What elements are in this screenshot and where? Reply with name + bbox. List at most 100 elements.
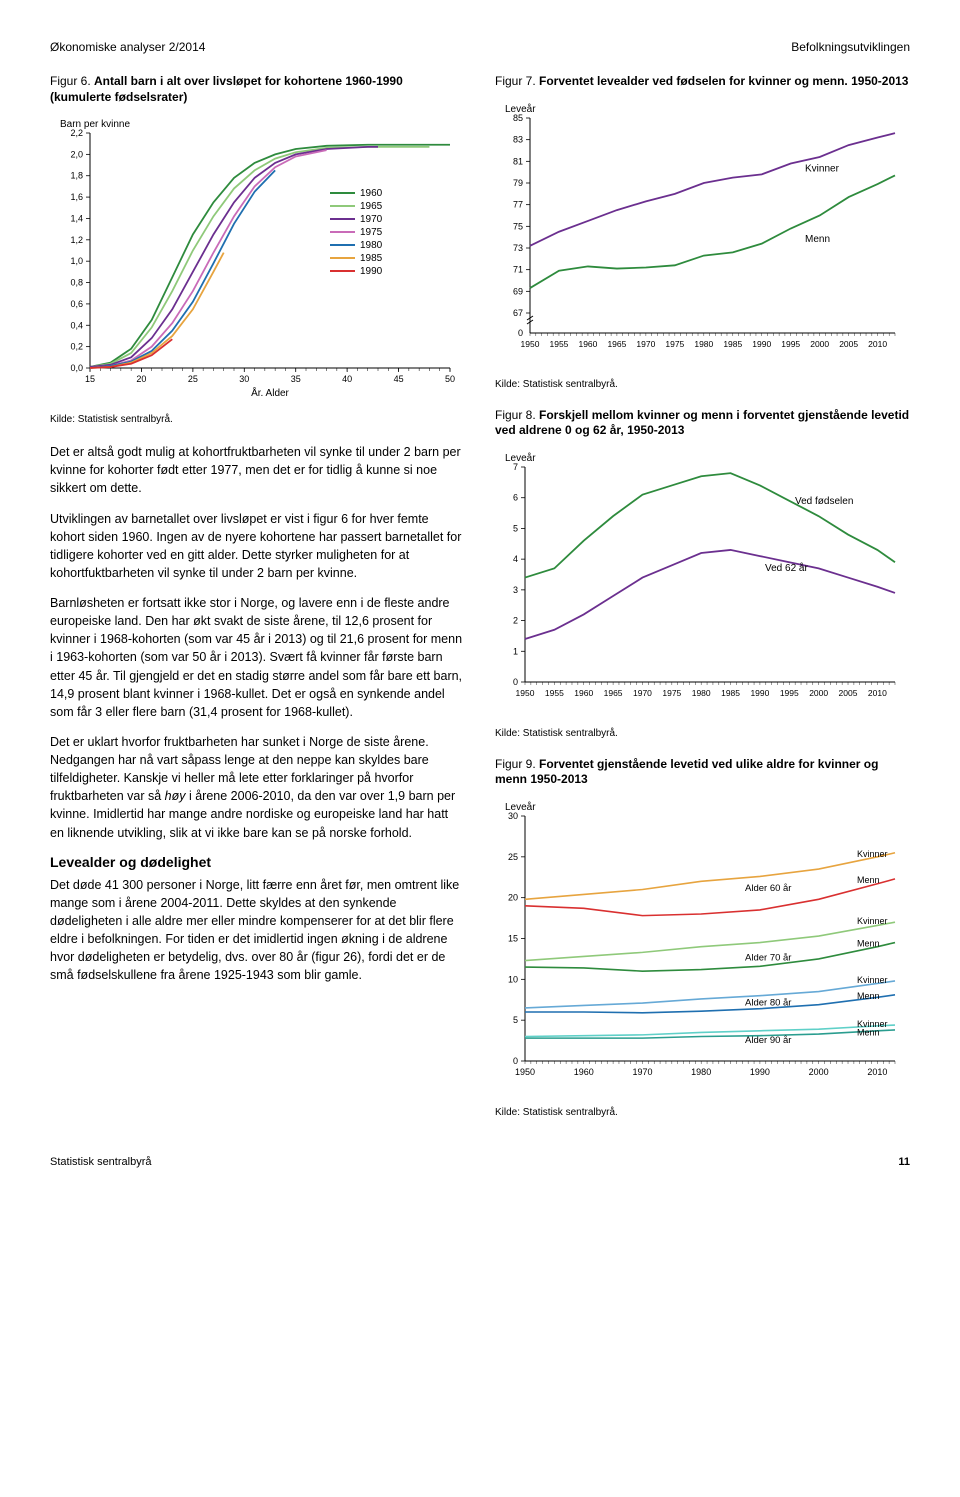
svg-text:Menn: Menn bbox=[857, 991, 880, 1001]
svg-text:79: 79 bbox=[513, 178, 523, 188]
svg-text:Ved 62 år: Ved 62 år bbox=[765, 562, 808, 574]
svg-text:1965: 1965 bbox=[607, 339, 626, 349]
svg-text:1985: 1985 bbox=[721, 688, 740, 698]
fig9-title: Figur 9. Forventet gjenstående levetid v… bbox=[495, 757, 910, 788]
svg-text:1960: 1960 bbox=[574, 688, 593, 698]
svg-text:1950: 1950 bbox=[515, 1067, 535, 1077]
svg-text:1960: 1960 bbox=[574, 1067, 594, 1077]
svg-text:0,6: 0,6 bbox=[70, 299, 83, 309]
header-right: Befolkningsutviklingen bbox=[791, 40, 910, 54]
svg-text:Kvinner: Kvinner bbox=[805, 163, 840, 174]
svg-text:20: 20 bbox=[136, 374, 146, 384]
svg-text:Barn per kvinne: Barn per kvinne bbox=[60, 119, 130, 130]
svg-text:1,4: 1,4 bbox=[70, 214, 83, 224]
svg-text:Alder 90 år: Alder 90 år bbox=[745, 1035, 791, 1046]
footer-left: Statistisk sentralbyrå bbox=[50, 1156, 151, 1168]
svg-text:1,6: 1,6 bbox=[70, 192, 83, 202]
svg-text:Alder 60 år: Alder 60 år bbox=[745, 883, 791, 894]
svg-text:3: 3 bbox=[513, 585, 518, 595]
svg-text:2,0: 2,0 bbox=[70, 150, 83, 160]
svg-text:2005: 2005 bbox=[839, 688, 858, 698]
svg-text:1995: 1995 bbox=[781, 339, 800, 349]
svg-text:1980: 1980 bbox=[692, 688, 711, 698]
svg-text:0: 0 bbox=[513, 677, 518, 687]
para4: Det er uklart hvorfor fruktbarheten har … bbox=[50, 733, 465, 842]
svg-text:1950: 1950 bbox=[521, 339, 540, 349]
svg-text:1950: 1950 bbox=[516, 688, 535, 698]
svg-text:2010: 2010 bbox=[867, 1067, 887, 1077]
fig6-title: Figur 6. Antall barn i alt over livsløpe… bbox=[50, 74, 465, 105]
svg-text:1,2: 1,2 bbox=[70, 235, 83, 245]
svg-text:Menn: Menn bbox=[857, 939, 880, 949]
svg-text:73: 73 bbox=[513, 243, 523, 253]
page-number: 11 bbox=[898, 1156, 910, 1168]
svg-text:25: 25 bbox=[508, 852, 518, 862]
svg-text:1975: 1975 bbox=[662, 688, 681, 698]
svg-text:5: 5 bbox=[513, 1015, 518, 1025]
svg-text:83: 83 bbox=[513, 134, 523, 144]
svg-text:10: 10 bbox=[508, 974, 518, 984]
svg-text:Alder 80 år: Alder 80 år bbox=[745, 997, 791, 1008]
fig7-chart: 0676971737577798183851950195519601965197… bbox=[495, 98, 910, 373]
svg-text:1980: 1980 bbox=[691, 1067, 711, 1077]
para2: Utviklingen av barnetallet over livsløpe… bbox=[50, 510, 465, 583]
para1: Det er altså godt mulig at kohortfruktba… bbox=[50, 443, 465, 497]
svg-text:1985: 1985 bbox=[360, 253, 383, 264]
svg-text:Leveår: Leveår bbox=[505, 452, 536, 464]
svg-text:1995: 1995 bbox=[780, 688, 799, 698]
svg-text:2: 2 bbox=[513, 615, 518, 625]
svg-text:1990: 1990 bbox=[752, 339, 771, 349]
svg-text:1980: 1980 bbox=[694, 339, 713, 349]
fig8-chart: 0123456719501955196019651970197519801985… bbox=[495, 447, 910, 722]
svg-text:1955: 1955 bbox=[550, 339, 569, 349]
fig6-source: Kilde: Statistisk sentralbyrå. bbox=[50, 414, 465, 425]
header-left: Økonomiske analyser 2/2014 bbox=[50, 40, 205, 54]
svg-text:35: 35 bbox=[291, 374, 301, 384]
svg-text:0,4: 0,4 bbox=[70, 320, 83, 330]
svg-text:1990: 1990 bbox=[360, 266, 383, 277]
svg-text:1965: 1965 bbox=[360, 201, 383, 212]
svg-text:1970: 1970 bbox=[636, 339, 655, 349]
svg-text:1980: 1980 bbox=[360, 240, 383, 251]
svg-text:40: 40 bbox=[342, 374, 352, 384]
svg-text:2010: 2010 bbox=[868, 339, 887, 349]
svg-text:1985: 1985 bbox=[723, 339, 742, 349]
svg-text:0,2: 0,2 bbox=[70, 342, 83, 352]
svg-text:1960: 1960 bbox=[360, 188, 383, 199]
svg-text:25: 25 bbox=[188, 374, 198, 384]
fig8-source: Kilde: Statistisk sentralbyrå. bbox=[495, 728, 910, 739]
svg-text:1960: 1960 bbox=[578, 339, 597, 349]
svg-text:67: 67 bbox=[513, 308, 523, 318]
svg-text:77: 77 bbox=[513, 199, 523, 209]
svg-text:0,0: 0,0 bbox=[70, 363, 83, 373]
svg-text:81: 81 bbox=[513, 156, 523, 166]
svg-text:År. Alder: År. Alder bbox=[251, 386, 289, 399]
svg-text:71: 71 bbox=[513, 264, 523, 274]
svg-text:Kvinner: Kvinner bbox=[857, 916, 888, 926]
svg-text:50: 50 bbox=[445, 374, 455, 384]
svg-text:2000: 2000 bbox=[809, 1067, 829, 1077]
svg-text:1,0: 1,0 bbox=[70, 256, 83, 266]
fig7-source: Kilde: Statistisk sentralbyrå. bbox=[495, 379, 910, 390]
svg-text:1: 1 bbox=[513, 646, 518, 656]
svg-text:1990: 1990 bbox=[750, 688, 769, 698]
svg-text:15: 15 bbox=[85, 374, 95, 384]
svg-text:15: 15 bbox=[508, 933, 518, 943]
section-heading: Levealder og dødelighet bbox=[50, 854, 465, 870]
svg-text:30: 30 bbox=[239, 374, 249, 384]
svg-text:5: 5 bbox=[513, 523, 518, 533]
svg-text:1970: 1970 bbox=[360, 214, 383, 225]
svg-text:Menn: Menn bbox=[857, 1028, 880, 1038]
svg-text:2005: 2005 bbox=[839, 339, 858, 349]
svg-text:Kvinner: Kvinner bbox=[857, 975, 888, 985]
svg-text:Leveår: Leveår bbox=[505, 103, 536, 115]
svg-text:1990: 1990 bbox=[750, 1067, 770, 1077]
svg-text:Alder 70 år: Alder 70 år bbox=[745, 953, 791, 964]
para5: Det døde 41 300 personer i Norge, litt f… bbox=[50, 876, 465, 985]
fig8-title: Figur 8. Forskjell mellom kvinner og men… bbox=[495, 408, 910, 439]
svg-text:75: 75 bbox=[513, 221, 523, 231]
fig6-chart: 0,00,20,40,60,81,01,21,41,61,82,02,21520… bbox=[50, 113, 465, 408]
fig7-title: Figur 7. Forventet levealder ved fødsele… bbox=[495, 74, 910, 90]
svg-text:1970: 1970 bbox=[633, 688, 652, 698]
svg-text:Ved fødselen: Ved fødselen bbox=[795, 496, 853, 507]
